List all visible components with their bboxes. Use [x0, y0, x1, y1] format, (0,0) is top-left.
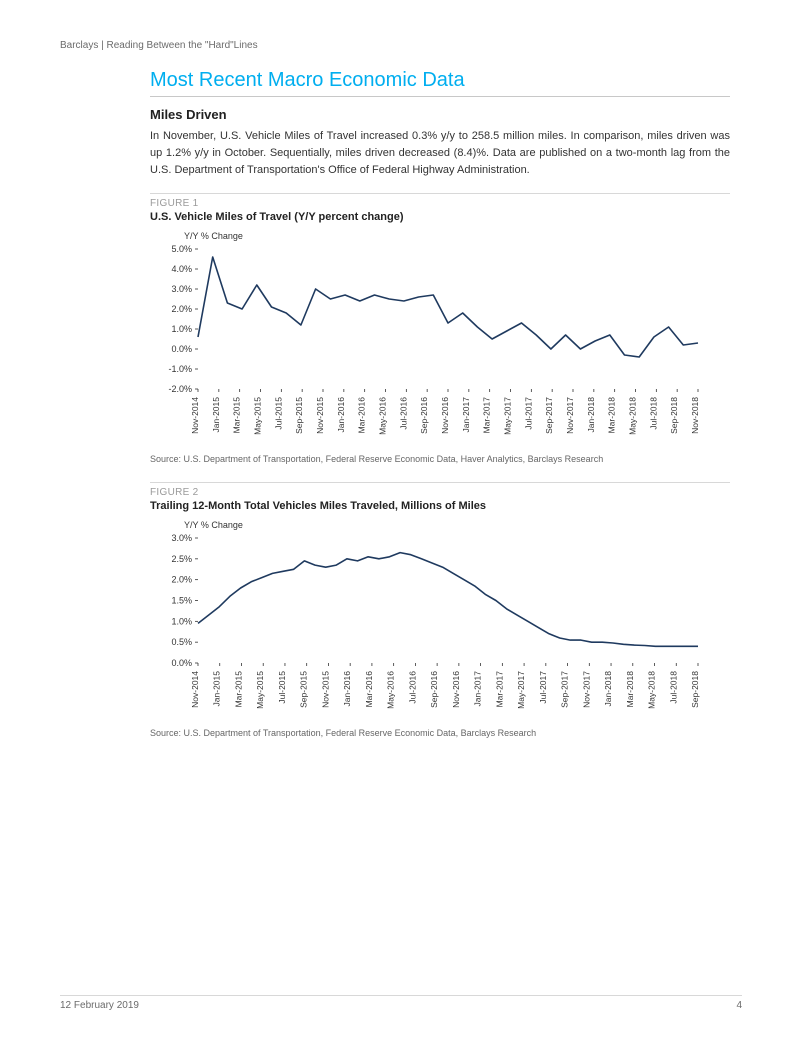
page-footer: 12 February 2019 4 — [60, 995, 742, 1011]
page-header: Barclays | Reading Between the "Hard"Lin… — [60, 40, 742, 51]
svg-text:Mar-2017: Mar-2017 — [482, 397, 492, 434]
svg-text:Jul-2017: Jul-2017 — [523, 397, 533, 430]
svg-text:Nov-2014: Nov-2014 — [190, 671, 200, 708]
svg-text:May-2016: May-2016 — [386, 671, 396, 709]
svg-text:Jan-2016: Jan-2016 — [342, 671, 352, 707]
figure-1-label: FIGURE 1 — [150, 193, 730, 209]
svg-text:May-2017: May-2017 — [503, 397, 513, 435]
svg-text:2.0%: 2.0% — [171, 575, 192, 585]
svg-text:Jan-2018: Jan-2018 — [586, 397, 596, 433]
svg-text:Sep-2016: Sep-2016 — [419, 397, 429, 434]
svg-text:Nov-2017: Nov-2017 — [565, 397, 575, 434]
svg-text:2.5%: 2.5% — [171, 554, 192, 564]
footer-page-number: 4 — [736, 1000, 742, 1011]
svg-text:Nov-2014: Nov-2014 — [190, 397, 200, 434]
svg-text:3.0%: 3.0% — [171, 284, 192, 294]
svg-text:1.5%: 1.5% — [171, 596, 192, 606]
svg-text:May-2018: May-2018 — [647, 671, 657, 709]
svg-text:Jan-2015: Jan-2015 — [211, 397, 221, 433]
figure-1-svg: -2.0% -1.0% 0.0% 1.0% 2.0% 3.0% 4.0% 5.0% Nov-20… — [150, 243, 708, 444]
svg-text:Mar-2018: Mar-2018 — [607, 397, 617, 434]
figure-2-source: Source: U.S. Department of Transportatio… — [150, 728, 730, 738]
svg-text:May-2015: May-2015 — [253, 397, 263, 435]
svg-text:Jul-2016: Jul-2016 — [398, 397, 408, 430]
svg-text:Jan-2017: Jan-2017 — [461, 397, 471, 433]
svg-text:-1.0%: -1.0% — [168, 364, 192, 374]
svg-text:Sep-2017: Sep-2017 — [560, 671, 570, 708]
figure-1-title: U.S. Vehicle Miles of Travel (Y/Y percen… — [150, 211, 730, 223]
footer-date: 12 February 2019 — [60, 1000, 139, 1011]
svg-text:Mar-2015: Mar-2015 — [232, 397, 242, 434]
figure-2-svg: 0.0% 0.5% 1.0% 1.5% 2.0% 2.5% 3.0% Nov-2014 Jan-… — [150, 532, 708, 718]
svg-text:Mar-2016: Mar-2016 — [364, 671, 374, 708]
section-title: Most Recent Macro Economic Data — [150, 69, 730, 97]
svg-text:Mar-2017: Mar-2017 — [494, 671, 504, 708]
svg-text:Nov-2017: Nov-2017 — [581, 671, 591, 708]
figure-1-chart: Y/Y % Change -2.0% -1.0% 0.0% 1.0% 2.0% 3.0% 4… — [150, 231, 730, 444]
svg-text:-2.0%: -2.0% — [168, 384, 192, 394]
svg-text:0.0%: 0.0% — [171, 658, 192, 668]
figure-1-yaxis-title: Y/Y % Change — [184, 231, 730, 241]
svg-text:Jul-2018: Jul-2018 — [668, 671, 678, 704]
svg-text:Sep-2016: Sep-2016 — [429, 671, 439, 708]
svg-text:Sep-2018: Sep-2018 — [690, 671, 700, 708]
svg-text:Jan-2015: Jan-2015 — [212, 671, 222, 707]
subsection-title: Miles Driven — [150, 107, 730, 122]
figure-2-label: FIGURE 2 — [150, 482, 730, 498]
svg-text:Nov-2016: Nov-2016 — [451, 671, 461, 708]
svg-text:Nov-2015: Nov-2015 — [320, 671, 330, 708]
svg-text:May-2016: May-2016 — [378, 397, 388, 435]
svg-text:3.0%: 3.0% — [171, 533, 192, 543]
svg-text:Jan-2016: Jan-2016 — [336, 397, 346, 433]
svg-text:0.5%: 0.5% — [171, 637, 192, 647]
svg-text:Sep-2018: Sep-2018 — [669, 397, 679, 434]
svg-text:Jul-2018: Jul-2018 — [648, 397, 658, 430]
svg-text:Jan-2018: Jan-2018 — [603, 671, 613, 707]
svg-text:2.0%: 2.0% — [171, 304, 192, 314]
svg-text:Nov-2018: Nov-2018 — [690, 397, 700, 434]
figure-2-yaxis-title: Y/Y % Change — [184, 520, 730, 530]
svg-text:May-2018: May-2018 — [628, 397, 638, 435]
svg-text:4.0%: 4.0% — [171, 264, 192, 274]
svg-text:1.0%: 1.0% — [171, 324, 192, 334]
svg-text:Jul-2015: Jul-2015 — [277, 671, 287, 704]
figure-2-chart: Y/Y % Change 0.0% 0.5% 1.0% 1.5% 2.0% 2.5% 3.0… — [150, 520, 730, 718]
svg-text:5.0%: 5.0% — [171, 244, 192, 254]
svg-text:0.0%: 0.0% — [171, 344, 192, 354]
svg-text:Mar-2016: Mar-2016 — [357, 397, 367, 434]
svg-text:1.0%: 1.0% — [171, 616, 192, 626]
body-paragraph: In November, U.S. Vehicle Miles of Trave… — [150, 128, 730, 179]
figure-2-title: Trailing 12-Month Total Vehicles Miles T… — [150, 500, 730, 512]
svg-text:Nov-2016: Nov-2016 — [440, 397, 450, 434]
svg-text:Jul-2017: Jul-2017 — [538, 671, 548, 704]
svg-text:Jul-2015: Jul-2015 — [273, 397, 283, 430]
svg-text:May-2015: May-2015 — [255, 671, 265, 709]
svg-text:Sep-2017: Sep-2017 — [544, 397, 554, 434]
svg-text:Jul-2016: Jul-2016 — [407, 671, 417, 704]
figure-1-source: Source: U.S. Department of Transportatio… — [150, 454, 730, 464]
svg-text:Sep-2015: Sep-2015 — [299, 671, 309, 708]
svg-text:Mar-2018: Mar-2018 — [625, 671, 635, 708]
svg-text:Sep-2015: Sep-2015 — [294, 397, 304, 434]
svg-text:Jan-2017: Jan-2017 — [473, 671, 483, 707]
svg-text:Mar-2015: Mar-2015 — [233, 671, 243, 708]
svg-text:May-2017: May-2017 — [516, 671, 526, 709]
svg-text:Nov-2015: Nov-2015 — [315, 397, 325, 434]
main-content: Most Recent Macro Economic Data Miles Dr… — [150, 69, 730, 738]
